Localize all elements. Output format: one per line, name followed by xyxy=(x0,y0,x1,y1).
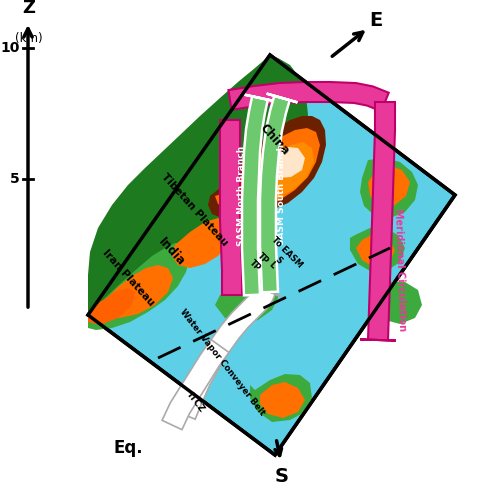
Polygon shape xyxy=(88,55,455,455)
Text: Iran Plateau: Iran Plateau xyxy=(100,248,156,308)
Text: S: S xyxy=(275,467,289,486)
Polygon shape xyxy=(266,94,298,102)
Polygon shape xyxy=(368,102,395,340)
Polygon shape xyxy=(172,218,232,268)
Text: China: China xyxy=(258,122,292,158)
Text: (km): (km) xyxy=(15,32,43,45)
Text: SASM North Branch: SASM North Branch xyxy=(238,146,246,246)
Text: Eq.: Eq. xyxy=(113,439,143,457)
Polygon shape xyxy=(242,96,268,295)
Polygon shape xyxy=(372,282,422,324)
Polygon shape xyxy=(260,96,290,292)
Polygon shape xyxy=(105,265,173,318)
Text: 10: 10 xyxy=(0,41,20,55)
Polygon shape xyxy=(260,382,305,418)
Text: TP: TP xyxy=(248,258,262,272)
Polygon shape xyxy=(244,95,276,102)
Text: 5: 5 xyxy=(10,172,20,186)
Polygon shape xyxy=(162,340,229,429)
Text: L: L xyxy=(267,260,277,270)
Text: Tibetan Plateau: Tibetan Plateau xyxy=(160,172,230,248)
Polygon shape xyxy=(175,286,275,419)
Polygon shape xyxy=(88,243,190,330)
Polygon shape xyxy=(88,288,135,325)
Polygon shape xyxy=(220,120,242,295)
Text: ITCZ: ITCZ xyxy=(184,390,206,414)
Text: Water Vapor Conveyer Belt: Water Vapor Conveyer Belt xyxy=(178,307,266,417)
Text: TP: TP xyxy=(256,250,270,265)
Polygon shape xyxy=(230,142,314,204)
Text: Meridional Circulation: Meridional Circulation xyxy=(393,209,407,331)
Text: S: S xyxy=(272,255,283,265)
Polygon shape xyxy=(88,55,308,315)
Polygon shape xyxy=(248,284,282,297)
Text: India: India xyxy=(156,235,188,269)
Polygon shape xyxy=(356,233,395,268)
Polygon shape xyxy=(360,339,396,341)
Polygon shape xyxy=(228,82,388,111)
Text: Z: Z xyxy=(22,0,36,17)
Text: E: E xyxy=(370,11,382,29)
Polygon shape xyxy=(270,147,305,178)
Polygon shape xyxy=(368,165,410,206)
Text: To EASM: To EASM xyxy=(270,235,304,269)
Polygon shape xyxy=(215,128,320,210)
Text: SASM South Branch: SASM South Branch xyxy=(278,143,286,244)
Polygon shape xyxy=(208,116,326,218)
Polygon shape xyxy=(350,228,405,272)
Polygon shape xyxy=(360,158,418,218)
Polygon shape xyxy=(215,278,278,324)
Polygon shape xyxy=(250,374,312,422)
